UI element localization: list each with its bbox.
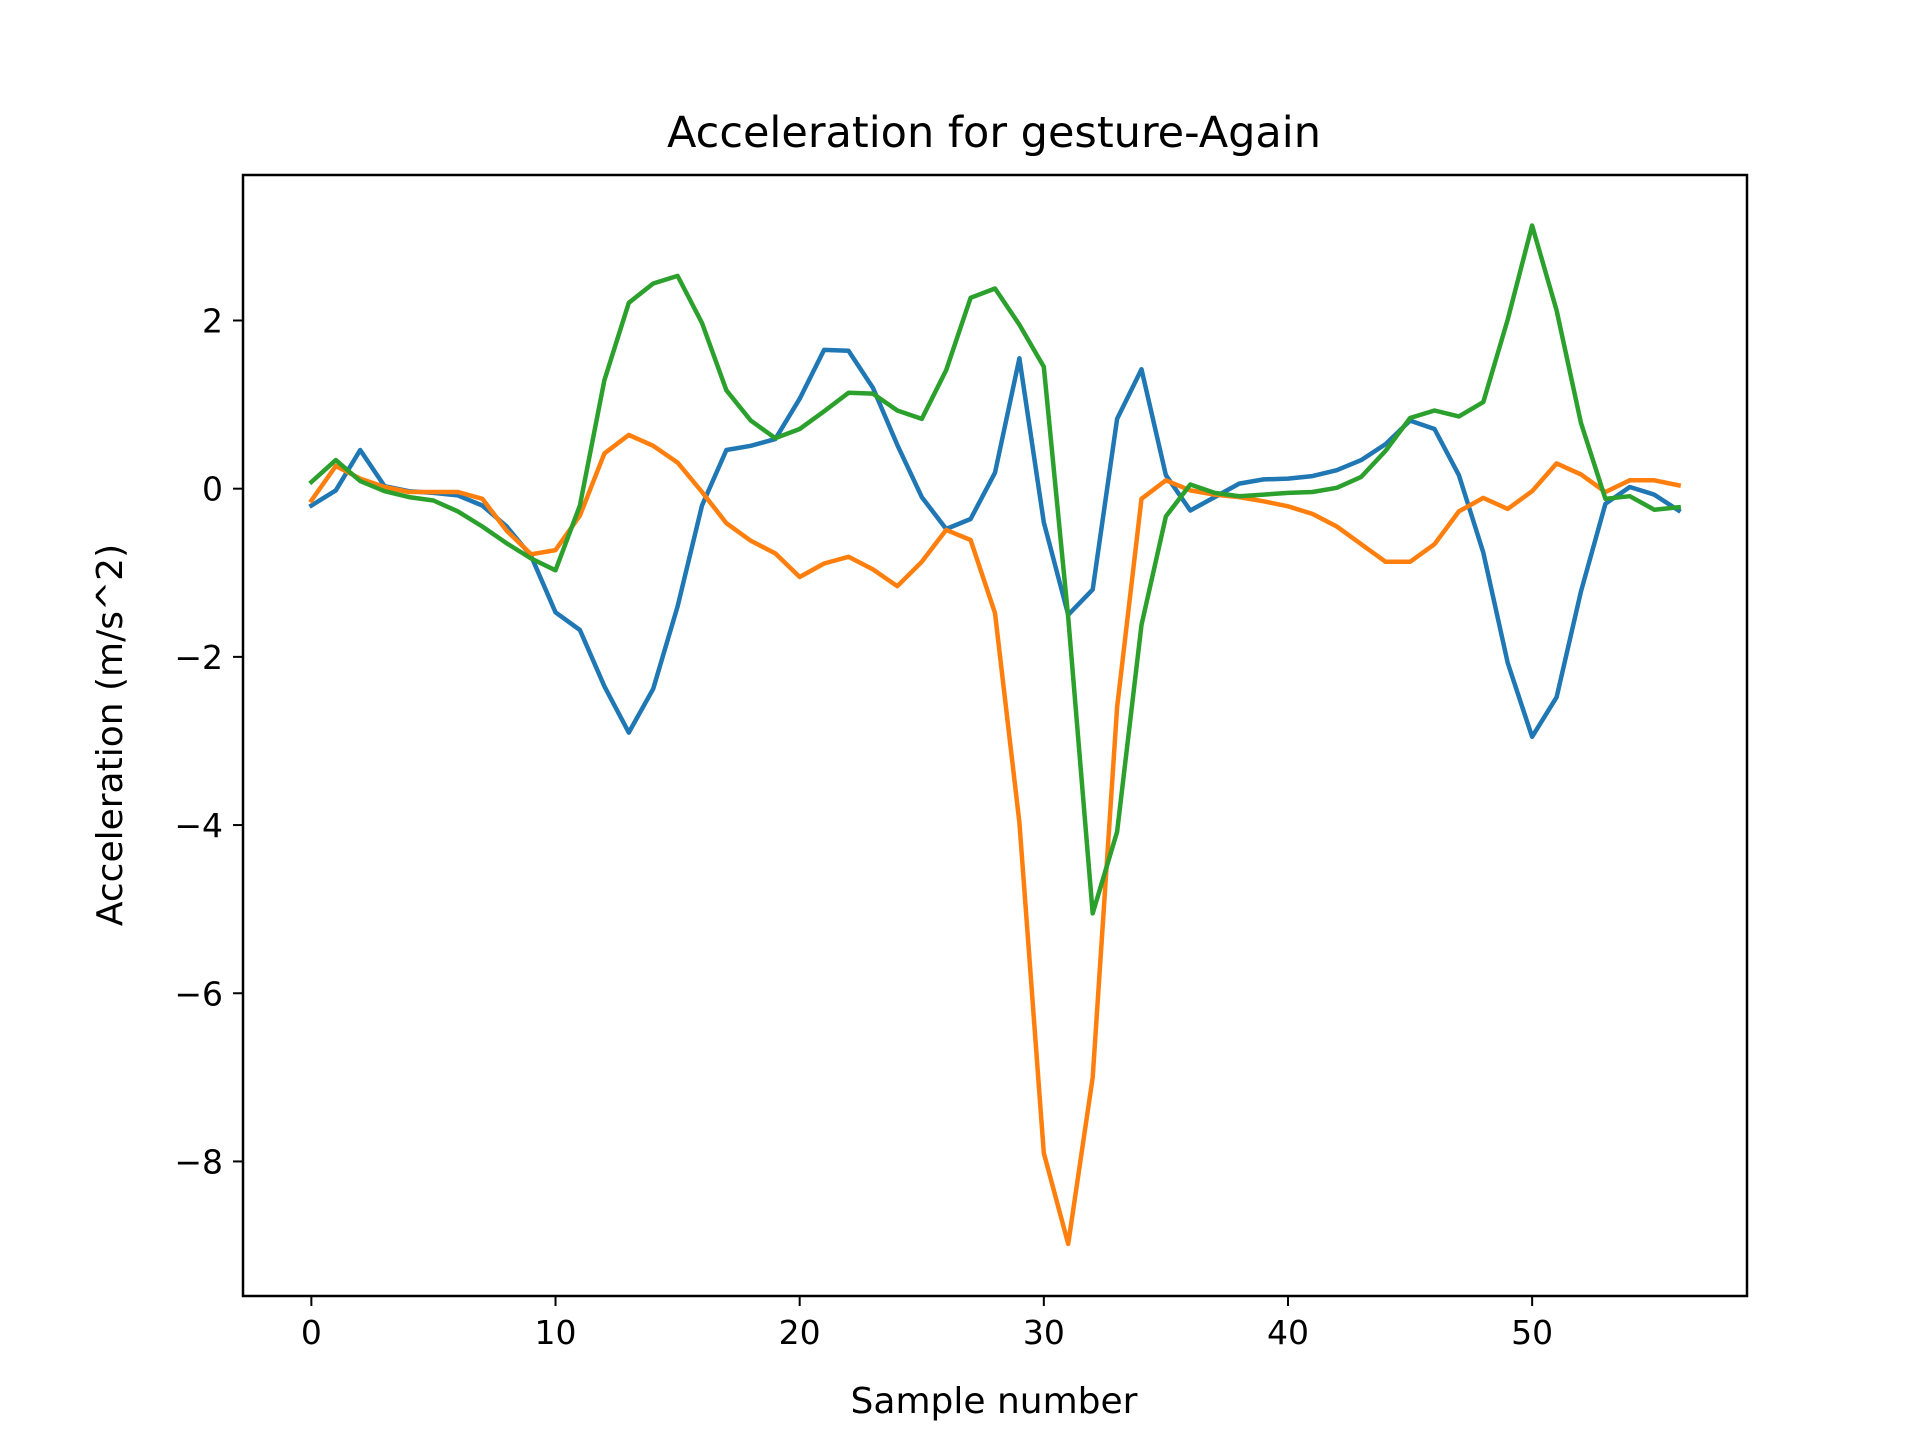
x-tick-label: 30 bbox=[1023, 1313, 1065, 1352]
axes-frame bbox=[241, 173, 1749, 1298]
y-tick-label: −4 bbox=[174, 806, 223, 845]
x-tick-label: 0 bbox=[301, 1313, 322, 1352]
x-tick-label: 20 bbox=[779, 1313, 821, 1352]
x-tick-label: 40 bbox=[1267, 1313, 1309, 1352]
x-tick-label: 50 bbox=[1511, 1313, 1553, 1352]
y-axis-label: Acceleration (m/s^2) bbox=[90, 544, 131, 926]
y-tick-label: −2 bbox=[174, 638, 223, 677]
y-axis: 2 0 −2 −4 −6 −8 bbox=[174, 301, 243, 1181]
plot-area bbox=[241, 173, 1749, 1298]
chart-title: Acceleration for gesture-Again bbox=[667, 108, 1321, 158]
y-tick-label: −8 bbox=[174, 1142, 223, 1181]
x-tick-label: 10 bbox=[535, 1313, 577, 1352]
x-axis-label: Sample number bbox=[851, 1381, 1138, 1422]
y-tick-label: 0 bbox=[202, 470, 223, 509]
series-line-1 bbox=[308, 347, 1682, 740]
y-tick-label: −6 bbox=[174, 974, 223, 1013]
y-tick-label: 2 bbox=[202, 301, 223, 340]
series-line-3 bbox=[308, 223, 1682, 916]
x-axis: 0 10 20 30 40 50 bbox=[301, 1296, 1553, 1352]
series-group bbox=[308, 223, 1682, 1247]
series-line-2 bbox=[308, 432, 1682, 1247]
